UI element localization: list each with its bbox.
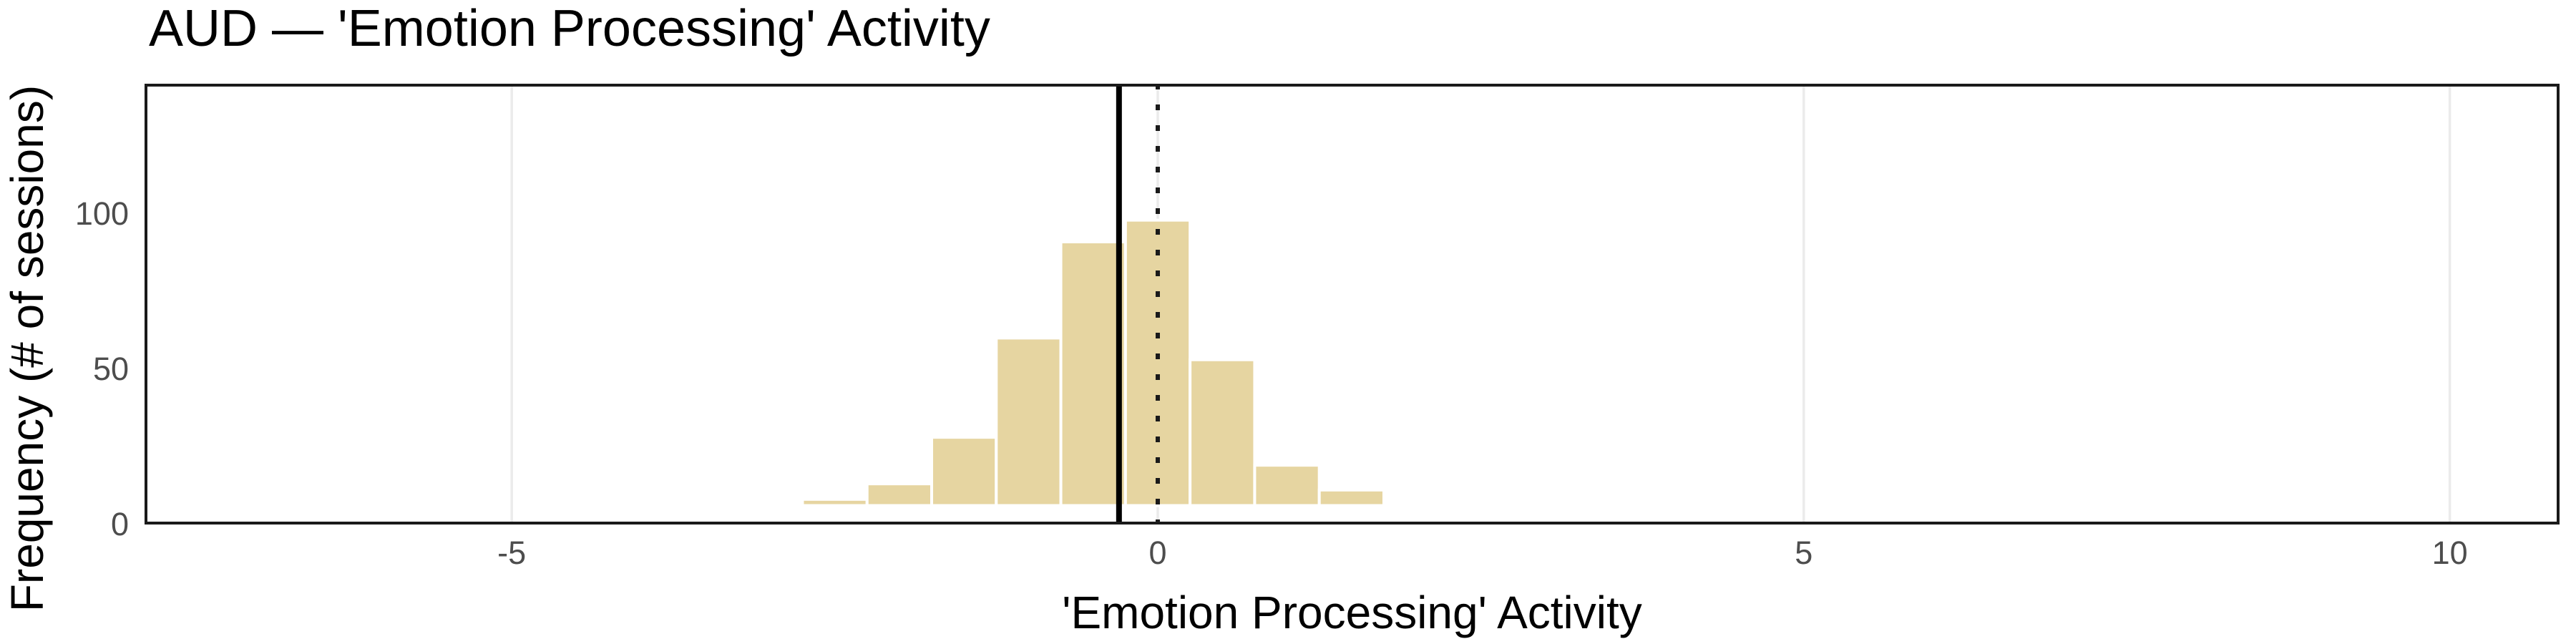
- x-tick-label: -5: [497, 535, 527, 571]
- y-tick-label: 100: [74, 195, 129, 232]
- histogram-bar: [865, 482, 934, 507]
- chart-title: AUD — 'Emotion Processing' Activity: [149, 0, 990, 57]
- x-axis-title: 'Emotion Processing' Activity: [1062, 587, 1642, 638]
- y-tick-label: 50: [92, 350, 129, 387]
- histogram-bar: [1059, 240, 1127, 507]
- panel-border: [145, 84, 2560, 525]
- histogram-bar: [930, 436, 998, 507]
- plot-panel: [145, 84, 2560, 525]
- histogram-bar: [1253, 464, 1321, 507]
- x-tick-label: 0: [1148, 535, 1167, 571]
- histogram-bar: [801, 497, 869, 507]
- histogram-bar: [1317, 488, 1385, 507]
- plot-area: [145, 84, 2560, 525]
- x-tick-label: 10: [2431, 535, 2468, 571]
- y-tick-label: 0: [110, 505, 129, 542]
- histogram-bar: [995, 336, 1063, 507]
- histogram-bar: [1189, 358, 1257, 507]
- x-tick-label: 5: [1795, 535, 1813, 571]
